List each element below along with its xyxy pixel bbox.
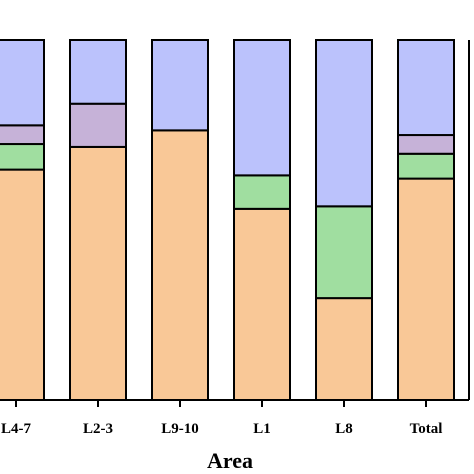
x-ticks-group: [15, 400, 427, 407]
bar-segment-l1-s1: [233, 207, 291, 401]
bar-segment-l4-7-s2: [0, 143, 45, 171]
bar-segment-l4-7-s3: [0, 124, 45, 146]
x-tick-label-l4-7: L4-7: [1, 421, 32, 437]
x-axis-title: Area: [207, 448, 253, 473]
x-tick-label-l8: L8: [335, 421, 353, 437]
x-tick-label-l2-3: L2-3: [83, 421, 113, 437]
bar-segment-total-s4: [397, 39, 455, 137]
bar-segment-l9-10-s1: [151, 129, 209, 402]
x-tick-label-l9-10: L9-10: [161, 421, 199, 437]
bar-segment-l2-3-s1: [69, 145, 127, 401]
bars-group: [0, 39, 455, 402]
bar-segment-l4-7-s4: [0, 39, 45, 127]
bar-segment-l1-s2: [233, 174, 291, 210]
bar-segment-total-s3: [397, 134, 455, 155]
bar-segment-l1-s4: [233, 39, 291, 177]
x-tick-label-total: Total: [410, 421, 443, 437]
bar-segment-l2-3-s3: [69, 102, 127, 148]
bar-segment-l9-10-s4: [151, 39, 209, 132]
bar-segment-l8-s2: [315, 205, 373, 300]
bar-segment-total-s2: [397, 152, 455, 180]
bar-segment-total-s1: [397, 177, 455, 401]
x-tick-label-l1: L1: [253, 421, 271, 437]
bar-segment-l8-s4: [315, 39, 373, 208]
bar-segment-l2-3-s4: [69, 39, 127, 105]
x-tick-labels-group: L4-7 L2-3 L9-10 L1 L8 Total: [1, 421, 442, 437]
bar-segment-l8-s1: [315, 297, 373, 401]
bar-segment-l4-7-s1: [0, 168, 45, 401]
